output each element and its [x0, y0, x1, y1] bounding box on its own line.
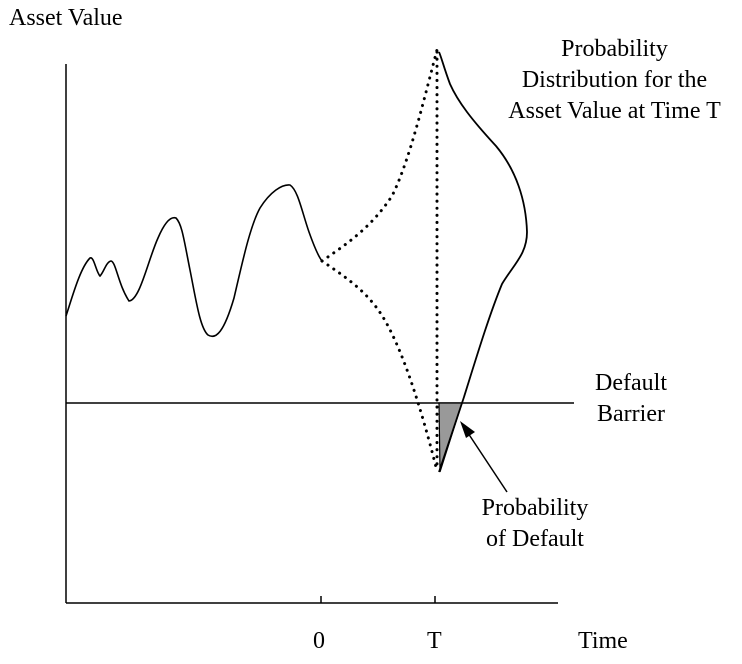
default-arrow-head	[460, 421, 475, 438]
asset-value-path	[65, 184, 323, 338]
distribution-label-line: Probability	[561, 36, 668, 62]
default-barrier-label-line: Default	[595, 370, 667, 396]
default-arrow-line	[465, 429, 508, 493]
dotted-upper-bound	[320, 48, 439, 263]
default-probability-label: Probability of Default	[462, 493, 608, 555]
dotted-lower-bound	[320, 259, 438, 469]
default-barrier-label-line: Barrier	[597, 401, 665, 427]
distribution-label-line: Asset Value at Time T	[508, 98, 721, 124]
probability-distribution-curve	[438, 51, 528, 473]
default-probability-label-line: of Default	[486, 526, 584, 552]
y-axis-label: Asset Value	[9, 5, 123, 31]
distribution-label-line: Distribution for the	[521, 67, 708, 93]
default-probability-label-line: Probability	[481, 495, 589, 521]
time-zero-label: 0	[313, 628, 325, 654]
time-t-label: T	[427, 628, 442, 654]
distribution-label: Probability Distribution for the Asset V…	[487, 34, 742, 127]
x-axis-label: Time	[578, 628, 628, 654]
default-barrier-label: Default Barrier	[586, 368, 676, 430]
